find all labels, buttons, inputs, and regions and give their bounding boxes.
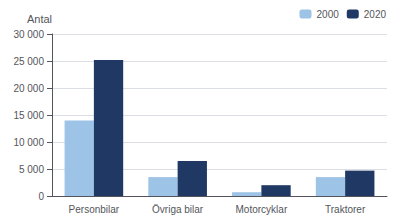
svg-text:15 000: 15 000: [13, 110, 44, 121]
svg-text:2000: 2000: [317, 9, 340, 20]
svg-text:5 000: 5 000: [19, 164, 44, 175]
svg-text:2020: 2020: [364, 9, 387, 20]
svg-text:Övriga bilar: Övriga bilar: [152, 204, 204, 215]
svg-text:10 000: 10 000: [13, 137, 44, 148]
svg-text:Antal: Antal: [27, 13, 52, 25]
svg-text:20 000: 20 000: [13, 83, 44, 94]
svg-text:Motorcyklar: Motorcyklar: [236, 204, 288, 215]
svg-text:30 000: 30 000: [13, 29, 44, 40]
svg-text:25 000: 25 000: [13, 56, 44, 67]
svg-text:Personbilar: Personbilar: [69, 204, 120, 215]
svg-text:0: 0: [38, 191, 44, 202]
svg-text:Traktorer: Traktorer: [325, 204, 366, 215]
